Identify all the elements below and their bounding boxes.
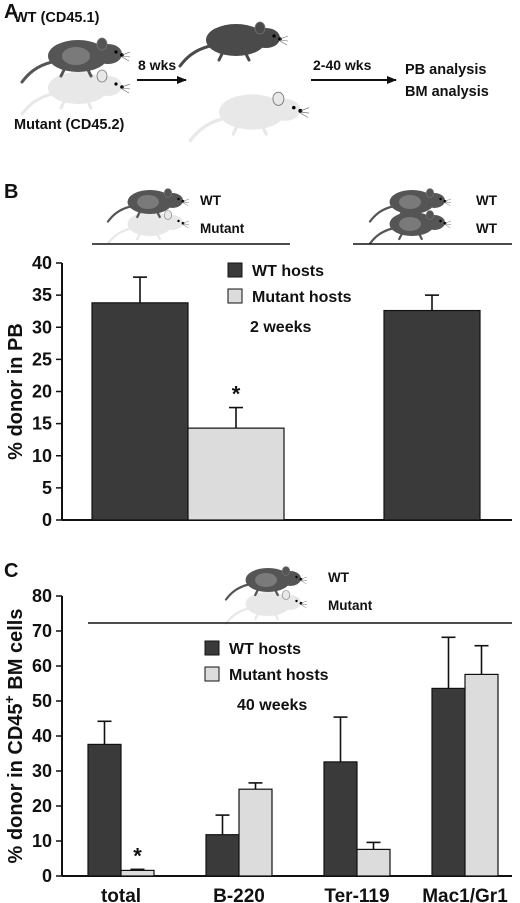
y-tick-label: 25: [32, 349, 52, 369]
y-tick-label: 40: [32, 726, 52, 746]
parabiotic-pair-wt-wt: [368, 187, 453, 245]
pair1-top-label: WT: [200, 193, 222, 208]
legend-label: Mutant hosts: [229, 667, 329, 684]
y-tick-label: 0: [42, 866, 52, 886]
y-tick-label: 70: [32, 621, 52, 641]
y-tick-label: 80: [32, 586, 52, 606]
step1-label: 8 wks: [138, 57, 176, 73]
y-tick-label: 40: [32, 253, 52, 273]
mouse-icon: [20, 68, 132, 116]
annotation: 40 weeks: [237, 697, 307, 714]
bar: [205, 834, 240, 877]
bar: [383, 309, 481, 521]
bar: [323, 761, 358, 877]
bar: [187, 427, 285, 521]
y-axis-label: % donor in CD45+ BM cells: [1, 609, 27, 864]
x-tick-label: B-220: [213, 886, 265, 903]
significance-mark: *: [133, 843, 142, 868]
mouse-icon: [224, 589, 309, 625]
x-tick-label: Ter-119: [324, 886, 389, 903]
y-tick-label: 0: [42, 510, 52, 530]
x-tick-label: total: [101, 886, 141, 903]
panel-b: B WT Mutant WT WT 0 5 10 15 20 25 30 35 40 % dono…: [4, 181, 512, 530]
mouse-marking: [399, 195, 421, 209]
y-tick-label: 50: [32, 691, 52, 711]
panel-c: C WT Mutant 0 10 20 30 40 50 60 70 80% donor in …: [1, 560, 512, 903]
panel-c-letter: C: [4, 560, 18, 582]
y-tick-label: 20: [32, 382, 52, 402]
step2-label: 2-40 wks: [313, 57, 372, 73]
legend-swatch: [227, 288, 243, 304]
y-tick-label: 15: [32, 414, 52, 434]
y-tick-label: 60: [32, 656, 52, 676]
y-tick-label: 5: [42, 478, 52, 498]
legend-label: Mutant hosts: [252, 289, 352, 306]
mutant-label: Mutant (CD45.2): [14, 117, 125, 133]
pair2-top-label: WT: [476, 193, 498, 208]
significance-mark: *: [232, 382, 241, 407]
outcome-bm: BM analysis: [405, 84, 489, 100]
y-axis-label: % donor in PB: [5, 323, 27, 460]
legend-swatch: [227, 262, 243, 278]
mouse-icon: [188, 90, 311, 143]
mouse-marking: [62, 47, 90, 65]
annotation: 2 weeks: [250, 319, 311, 336]
legend-swatch: [204, 640, 220, 656]
pair1-bottom-label: Mutant: [200, 221, 245, 236]
y-tick-label: 10: [32, 831, 52, 851]
legend-label: WT hosts: [252, 263, 324, 280]
y-tick-label: 30: [32, 761, 52, 781]
pair-bottom-label: Mutant: [328, 598, 373, 613]
mouse-marking: [137, 195, 159, 209]
y-tick-label: 35: [32, 285, 52, 305]
mouse-marking: [399, 217, 421, 231]
parabiotic-pair-wt-mutant: [106, 187, 191, 245]
panel-a-letter: A: [4, 1, 18, 23]
bar: [120, 869, 155, 877]
parabiotic-pair-a: [20, 36, 132, 116]
pair-top-label: WT: [328, 570, 350, 585]
chart-bm: 0 10 20 30 40 50 60 70 80% donor in CD45+ BM cel…: [1, 586, 512, 903]
bar: [464, 673, 499, 877]
bar: [91, 302, 189, 521]
wt-label: WT (CD45.1): [14, 10, 100, 26]
legend-label: WT hosts: [229, 641, 301, 658]
y-tick-label: 30: [32, 317, 52, 337]
mouse-icon: [106, 209, 191, 245]
pair2-bottom-label: WT: [476, 221, 498, 236]
panel-b-letter: B: [4, 181, 18, 203]
legend-swatch: [204, 666, 220, 682]
bar: [356, 848, 391, 877]
y-tick-label: 10: [32, 446, 52, 466]
mouse-marking: [255, 573, 277, 587]
mouse-icon: [178, 20, 290, 68]
bar: [431, 687, 466, 877]
chart-pb: 0 5 10 15 20 25 30 35 40 % donor in PB * WT hosts Mu…: [5, 253, 512, 530]
panel-a: A WT (CD45.1) Mutant (CD45.2) 8 wks 2-40…: [4, 1, 489, 143]
x-tick-label: Mac1/Gr1: [422, 886, 508, 903]
outcome-pb: PB analysis: [405, 62, 486, 78]
bar: [87, 743, 122, 877]
y-tick-label: 20: [32, 796, 52, 816]
bar: [238, 788, 273, 877]
parabiotic-pair-c: [224, 565, 309, 625]
